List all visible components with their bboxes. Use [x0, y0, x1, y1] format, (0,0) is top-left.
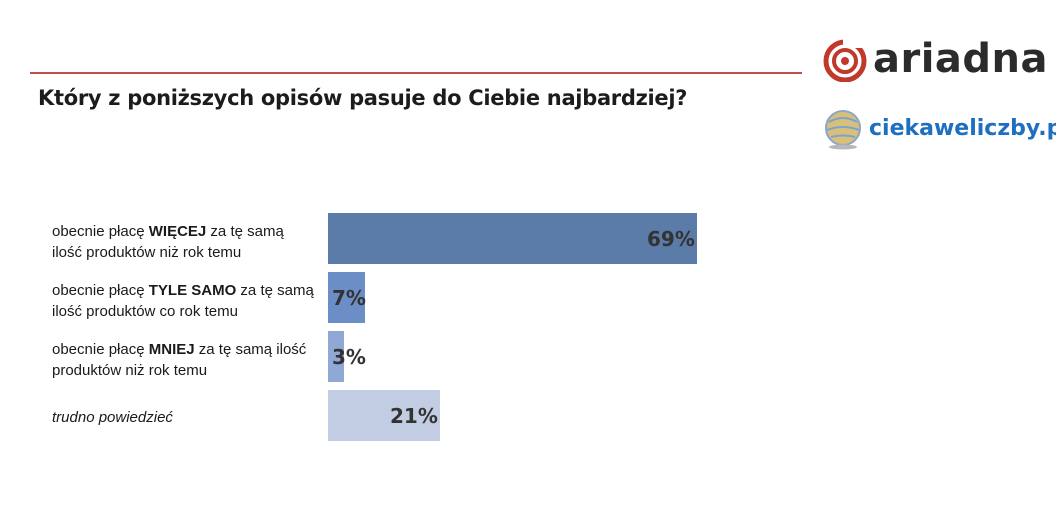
bar	[328, 331, 344, 382]
category-label-emphasis: MNIEJ	[148, 341, 195, 358]
data-label: 69%	[647, 227, 695, 251]
category-label: obecnie płacę TYLE SAMO za tę samą ilość…	[52, 280, 317, 322]
category-label-emphasis: WIĘCEJ	[148, 223, 207, 240]
category-label-text: obecnie płacę	[52, 282, 149, 299]
bar	[328, 390, 440, 441]
category-label-text: obecnie płacę	[52, 341, 149, 358]
ariadna-swirl-icon	[823, 38, 867, 82]
category-label-text: za tę samą ilość produktów niż rok temu	[52, 223, 284, 261]
category-label: obecnie płacę WIĘCEJ za tę samą ilość pr…	[52, 221, 317, 263]
globe-icon	[825, 110, 861, 150]
category-label: trudno powiedzieć	[52, 407, 317, 428]
header-rule	[30, 72, 802, 74]
ariadna-logo: ariadna	[823, 36, 1048, 84]
ciekaweliczby-logo: ciekaweliczby.pl	[823, 108, 1056, 152]
category-label-text: za tę samą ilość produktów co rok temu	[52, 282, 314, 320]
data-label: 3%	[332, 345, 366, 369]
bar	[328, 213, 697, 264]
ciekaweliczby-wordmark: ciekaweliczby.pl	[869, 116, 1056, 141]
category-label-emphasis: TYLE SAMO	[148, 282, 237, 299]
category-label-text: obecnie płacę	[52, 223, 149, 240]
bar	[328, 272, 365, 323]
page-title: Który z poniższych opisów pasuje do Cieb…	[38, 86, 688, 110]
category-label: obecnie płacę MNIEJ za tę samą ilość pro…	[52, 339, 317, 381]
data-label: 21%	[390, 404, 438, 428]
ariadna-wordmark: ariadna	[873, 36, 1049, 82]
data-label: 7%	[332, 286, 366, 310]
category-label-text: za tę samą ilość produktów niż rok temu	[52, 341, 307, 379]
category-label-text: trudno powiedzieć	[52, 409, 173, 426]
